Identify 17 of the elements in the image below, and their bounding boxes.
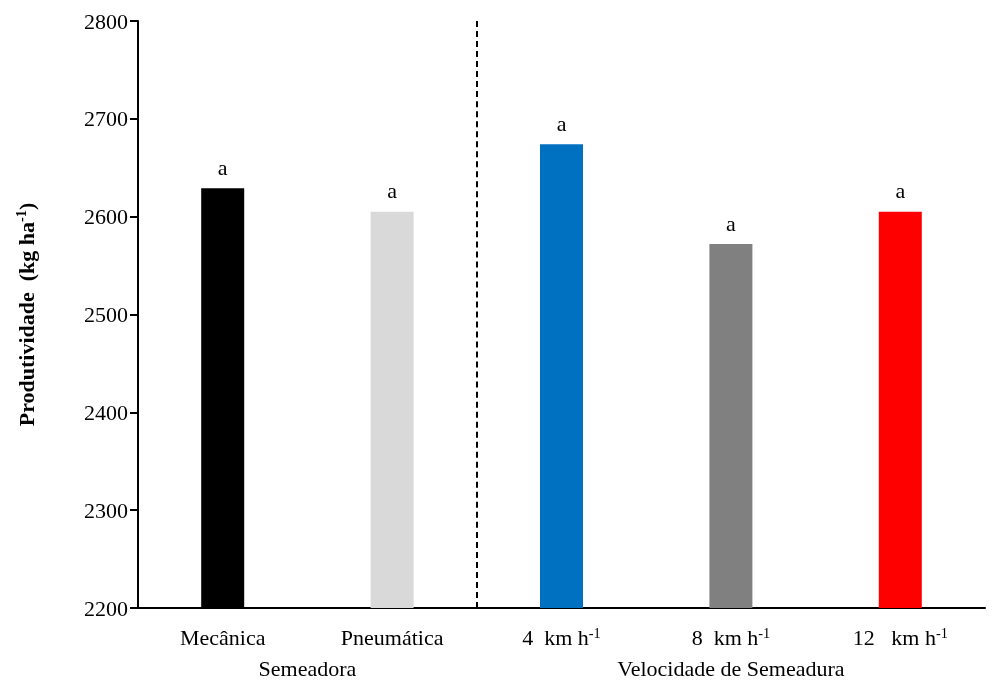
data-label: a <box>387 178 398 204</box>
y-tick-label: 2200 <box>84 595 128 621</box>
y-tick-label: 2700 <box>84 106 128 132</box>
x-tick-label: Mecânica <box>179 624 266 650</box>
data-label: a <box>556 110 567 136</box>
data-label: a <box>726 210 737 236</box>
y-tick-label: 2600 <box>84 204 128 230</box>
data-label: a <box>217 154 228 180</box>
text: Velocidade de Semeadura <box>617 656 845 682</box>
x-tick-label: Pneumática <box>340 624 444 650</box>
y-tick-label: 2800 <box>84 8 128 34</box>
y-tick-label: 2400 <box>84 399 128 425</box>
y-axis-title: Produtividade (kg ha-1) <box>13 202 39 427</box>
data-label: a <box>895 178 906 204</box>
text: Semeadora <box>258 656 357 682</box>
y-tick-label: 2500 <box>84 302 128 327</box>
y-tick-label: 2300 <box>84 497 128 523</box>
